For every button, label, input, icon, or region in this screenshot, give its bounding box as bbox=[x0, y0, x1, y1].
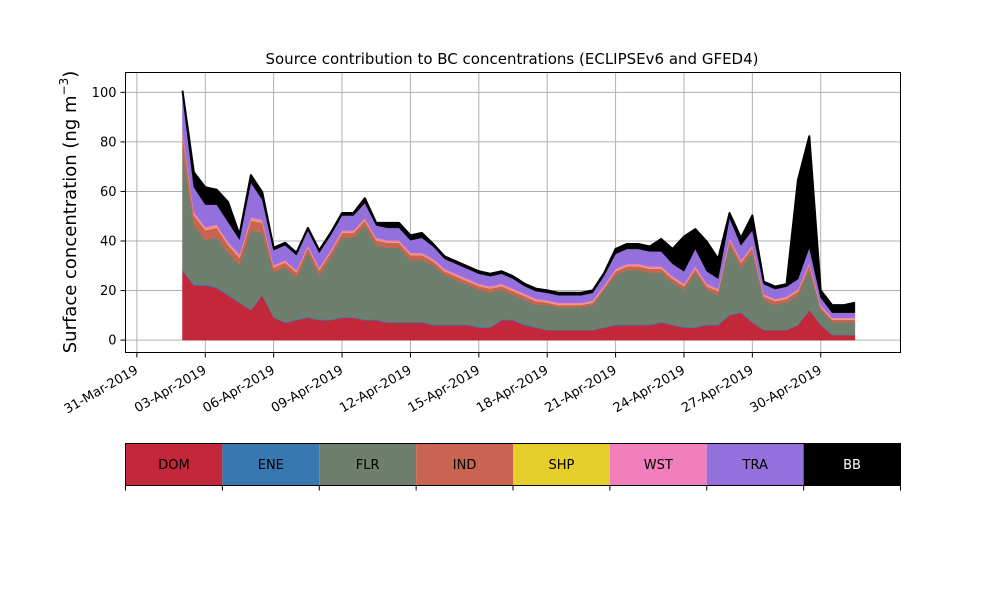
legend-label-dom: DOM bbox=[158, 458, 189, 473]
x-tick-label: 30-Apr-2019 bbox=[748, 363, 825, 416]
legend-label-bb: BB bbox=[843, 458, 861, 473]
legend-swatch-ind bbox=[416, 443, 513, 486]
x-tick-label: 24-Apr-2019 bbox=[611, 363, 688, 416]
legend-swatch-shp bbox=[513, 443, 610, 486]
legend-colorbar: DOM ENE FLR IND SHP WST TRA BB bbox=[125, 443, 901, 491]
legend-swatch-bb bbox=[803, 443, 901, 486]
y-axis-label: Surface concentration (ng m−3) bbox=[57, 71, 81, 354]
y-tick-label: 100 bbox=[92, 86, 117, 101]
legend-label-ene: ENE bbox=[258, 458, 284, 473]
chart-title: Source contribution to BC concentrations… bbox=[265, 50, 758, 68]
y-tick-label: 0 bbox=[108, 334, 116, 349]
legend-label-wst: WST bbox=[644, 458, 673, 473]
y-tick-label: 80 bbox=[100, 135, 117, 150]
legend-label-tra: TRA bbox=[742, 458, 768, 473]
x-tick-label: 15-Apr-2019 bbox=[406, 363, 483, 416]
x-tick-label: 09-Apr-2019 bbox=[269, 363, 346, 416]
y-axis-label-main: Surface concentration (ng m bbox=[60, 95, 81, 353]
x-axis-ticks: 31-Mar-201903-Apr-201906-Apr-201909-Apr-… bbox=[62, 352, 825, 417]
y-axis-label-close: ) bbox=[60, 71, 81, 78]
y-axis-ticks: 0 20 40 60 80 100 bbox=[92, 86, 126, 349]
y-tick-label: 60 bbox=[100, 185, 117, 200]
x-tick-label: 06-Apr-2019 bbox=[201, 363, 278, 416]
legend-swatch-dom bbox=[125, 443, 223, 486]
legend-swatch-wst bbox=[609, 443, 707, 486]
y-tick-label: 20 bbox=[100, 284, 117, 299]
legend-label-shp: SHP bbox=[549, 458, 575, 473]
plot-frame bbox=[125, 72, 901, 353]
legend-label-ind: IND bbox=[453, 458, 477, 473]
y-tick-label: 40 bbox=[100, 234, 117, 249]
y-axis-label-exponent: −3 bbox=[57, 78, 71, 96]
legend-swatch-ene bbox=[222, 443, 320, 486]
x-tick-label: 12-Apr-2019 bbox=[337, 363, 414, 416]
legend-swatch-flr bbox=[319, 443, 417, 486]
x-tick-label: 27-Apr-2019 bbox=[679, 363, 756, 416]
total-outline-line bbox=[181, 90, 856, 307]
x-tick-label: 31-Mar-2019 bbox=[62, 363, 141, 417]
legend-label-flr: FLR bbox=[356, 458, 380, 473]
x-tick-label: 18-Apr-2019 bbox=[474, 363, 551, 416]
legend-swatch-tra bbox=[706, 443, 804, 486]
stacked-areas bbox=[182, 90, 856, 341]
x-tick-label: 03-Apr-2019 bbox=[132, 363, 209, 416]
x-tick-label: 21-Apr-2019 bbox=[542, 363, 619, 416]
